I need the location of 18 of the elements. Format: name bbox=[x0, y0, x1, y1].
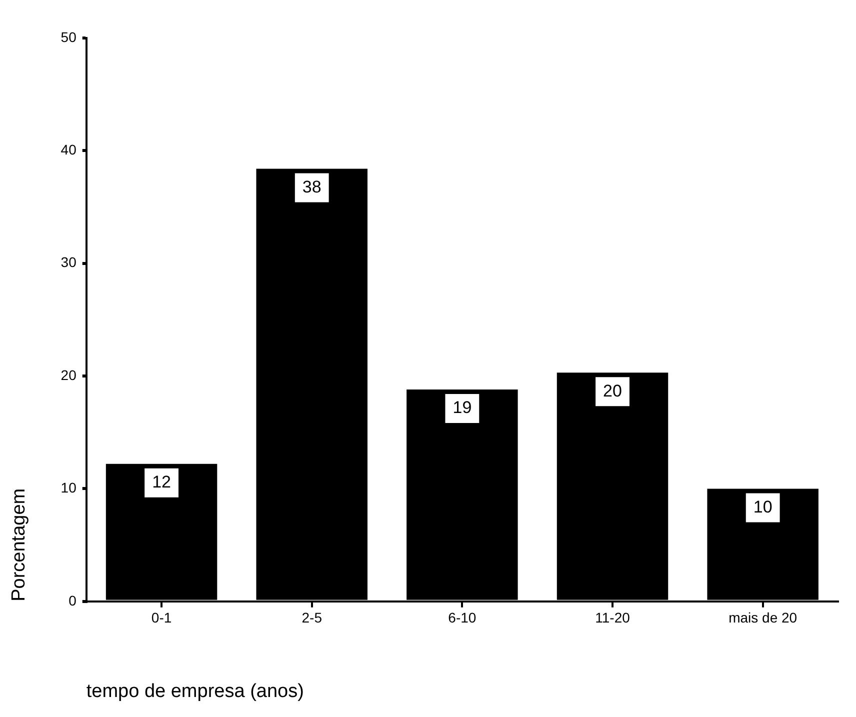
data-label: 20 bbox=[603, 381, 622, 400]
x-axis-title: tempo de empresa (anos) bbox=[86, 680, 304, 702]
data-label: 12 bbox=[152, 472, 171, 492]
data-label: 10 bbox=[753, 497, 772, 516]
y-tick-label: 20 bbox=[60, 366, 77, 383]
y-tick-label: 30 bbox=[60, 254, 77, 270]
x-tick-label: mais de 20 bbox=[728, 610, 798, 626]
data-label: 38 bbox=[302, 177, 322, 196]
y-tick-label: 0 bbox=[68, 592, 77, 608]
x-tick-label: 0-1 bbox=[151, 610, 172, 626]
data-label: 19 bbox=[452, 398, 472, 418]
y-axis-title: Porcentagem bbox=[8, 488, 30, 602]
y-tick-label: 50 bbox=[60, 28, 77, 45]
x-tick-label: 6-10 bbox=[448, 610, 476, 626]
y-tick-label: 40 bbox=[60, 142, 77, 158]
y-tick-label: 10 bbox=[60, 480, 77, 496]
x-tick-label: 11-20 bbox=[595, 610, 630, 626]
x-tick-label: 2-5 bbox=[302, 610, 322, 626]
